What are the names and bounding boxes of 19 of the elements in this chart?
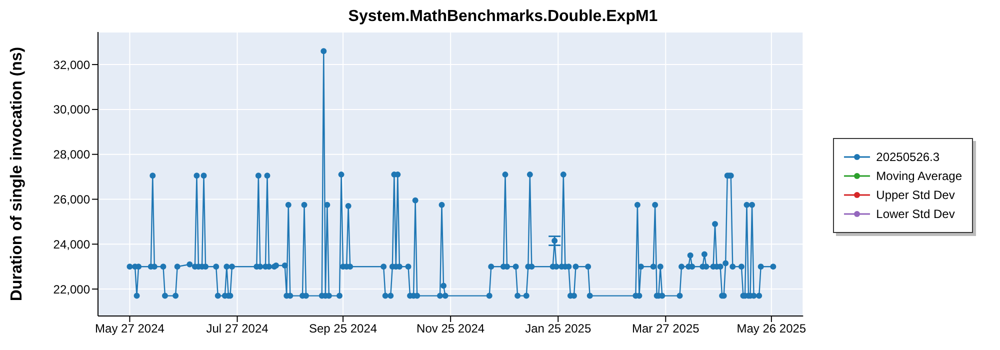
y-tick-label: 32,000 [53,58,90,72]
x-tick-label: Sep 25 2024 [309,322,378,336]
legend-label: Upper Std Dev [876,188,955,202]
y-tick-label: 24,000 [53,237,90,252]
x-tick-label: May 27 2024 [95,322,165,336]
x-tick-label: Mar 27 2025 [632,322,700,336]
y-tick-label: 26,000 [53,192,90,207]
x-tick-label: Jan 25 2025 [525,322,592,336]
legend-label: Moving Average [876,168,962,182]
x-tick-label: May 26 2025 [736,322,806,336]
y-axis-title: Duration of single invocation (ns) [8,46,26,302]
y-tick-label: 28,000 [53,148,90,162]
x-tick-label: Nov 25 2024 [416,322,485,336]
x-tick-label: Jul 27 2024 [206,322,269,336]
y-tick-label: 22,000 [53,282,90,296]
legend-label: Lower Std Dev [876,206,955,220]
legend-label: 20250526.3 [876,150,940,164]
y-tick-label: 30,000 [53,102,90,117]
chart-title: System.MathBenchmarks.Double.ExpM1 [347,8,659,26]
